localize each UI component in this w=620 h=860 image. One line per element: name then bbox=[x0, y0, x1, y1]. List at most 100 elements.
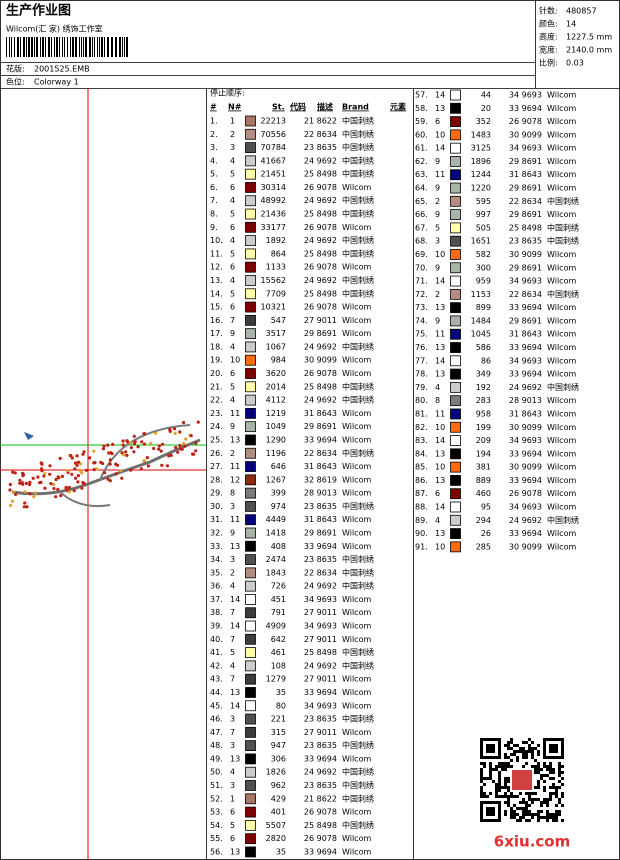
qr-cell bbox=[558, 786, 561, 789]
row-index: 47. bbox=[210, 728, 223, 737]
stitches: 315 bbox=[271, 728, 286, 737]
qr-cell bbox=[519, 819, 522, 822]
row-index: 3. bbox=[210, 143, 218, 152]
qr-cell bbox=[516, 795, 519, 798]
berry bbox=[8, 482, 12, 487]
qr-cell bbox=[495, 768, 498, 771]
description: Wilcom bbox=[342, 369, 371, 378]
needle: 8 bbox=[230, 489, 235, 498]
qr-cell bbox=[543, 744, 546, 747]
needle: 6 bbox=[230, 183, 235, 192]
code: 25 8498 bbox=[509, 223, 542, 232]
needle: 10 bbox=[435, 542, 445, 551]
stitches: 22213 bbox=[261, 117, 286, 126]
stitches: 70556 bbox=[261, 130, 286, 139]
swatch bbox=[245, 594, 256, 605]
qr-cell bbox=[492, 750, 495, 753]
qr-cell bbox=[537, 816, 540, 819]
description: Wilcom bbox=[547, 277, 576, 286]
info-value: 480857 bbox=[566, 7, 597, 16]
qr-cell bbox=[558, 801, 561, 804]
qr-cell bbox=[555, 819, 558, 822]
swatch bbox=[450, 368, 461, 380]
qr-cell bbox=[480, 756, 483, 759]
code: 22 8634 bbox=[509, 290, 542, 299]
qr-cell bbox=[486, 813, 489, 816]
row-index: 14. bbox=[210, 289, 223, 298]
bar bbox=[56, 37, 58, 57]
qr-cell bbox=[498, 741, 501, 744]
berry bbox=[14, 492, 18, 496]
code: 29 8691 bbox=[304, 528, 337, 537]
row-index: 11. bbox=[210, 249, 223, 258]
stitches: 962 bbox=[271, 781, 286, 790]
qr-cell bbox=[504, 762, 507, 765]
qr-cell bbox=[501, 765, 504, 768]
qr-cell bbox=[546, 801, 549, 804]
qr-cell bbox=[552, 756, 555, 759]
berry bbox=[80, 486, 84, 490]
qr-cell bbox=[504, 753, 507, 756]
description: Wilcom bbox=[547, 356, 576, 365]
berry bbox=[38, 481, 42, 485]
bar bbox=[31, 37, 33, 57]
bar bbox=[6, 37, 7, 57]
swatch bbox=[245, 155, 256, 167]
needle: 13 bbox=[435, 370, 445, 379]
stitches: 864 bbox=[271, 249, 286, 258]
berry bbox=[74, 476, 78, 480]
qr-cell bbox=[489, 747, 492, 750]
berry bbox=[172, 427, 177, 431]
qr-cell bbox=[492, 780, 495, 783]
swatch bbox=[450, 156, 461, 167]
column-header: 描述 bbox=[317, 102, 333, 112]
swatch bbox=[450, 116, 461, 127]
swatch bbox=[245, 673, 256, 685]
description: Wilcom bbox=[342, 489, 371, 498]
qr-cell bbox=[495, 795, 498, 798]
stitches: 997 bbox=[476, 210, 491, 219]
needle: 7 bbox=[230, 316, 235, 325]
berry bbox=[168, 427, 172, 432]
bar bbox=[36, 37, 38, 57]
qr-cell bbox=[480, 771, 483, 774]
qr-cell bbox=[549, 765, 552, 768]
qr-cell bbox=[549, 795, 552, 798]
stitches: 80 bbox=[276, 701, 286, 710]
qr-cell bbox=[480, 780, 483, 783]
stitches: 3125 bbox=[471, 144, 491, 153]
row-index: 39. bbox=[210, 622, 223, 631]
qr-cell bbox=[549, 750, 552, 753]
berry bbox=[73, 467, 77, 471]
qr-cell bbox=[498, 783, 501, 786]
bar bbox=[99, 37, 100, 57]
qr-cell bbox=[480, 738, 483, 741]
qr-cell bbox=[522, 816, 525, 819]
berry bbox=[80, 471, 84, 475]
qr-cell bbox=[525, 741, 528, 744]
description: Wilcom bbox=[547, 396, 576, 405]
qr-cell bbox=[480, 792, 483, 795]
row-index: 58. bbox=[415, 104, 428, 113]
code: 26 9078 bbox=[304, 223, 337, 232]
berry bbox=[178, 444, 182, 448]
stitches: 1484 bbox=[471, 316, 491, 325]
swatch bbox=[245, 275, 256, 286]
swatch bbox=[450, 195, 461, 207]
row-index: 34. bbox=[210, 555, 223, 564]
code: 26 9078 bbox=[304, 834, 337, 843]
needle: 3 bbox=[435, 237, 440, 246]
code: 23 8635 bbox=[304, 143, 337, 152]
swatch bbox=[245, 354, 256, 366]
row-index: 59. bbox=[415, 117, 428, 126]
qr-cell bbox=[486, 750, 489, 753]
berry bbox=[10, 499, 14, 503]
needle: 5 bbox=[230, 249, 235, 258]
berry bbox=[108, 458, 112, 462]
code: 25 8498 bbox=[304, 821, 337, 830]
description: Wilcom bbox=[342, 462, 371, 471]
qr-cell bbox=[495, 738, 498, 741]
code: 26 9078 bbox=[304, 263, 337, 272]
berry bbox=[21, 471, 25, 475]
qr-cell bbox=[486, 744, 489, 747]
